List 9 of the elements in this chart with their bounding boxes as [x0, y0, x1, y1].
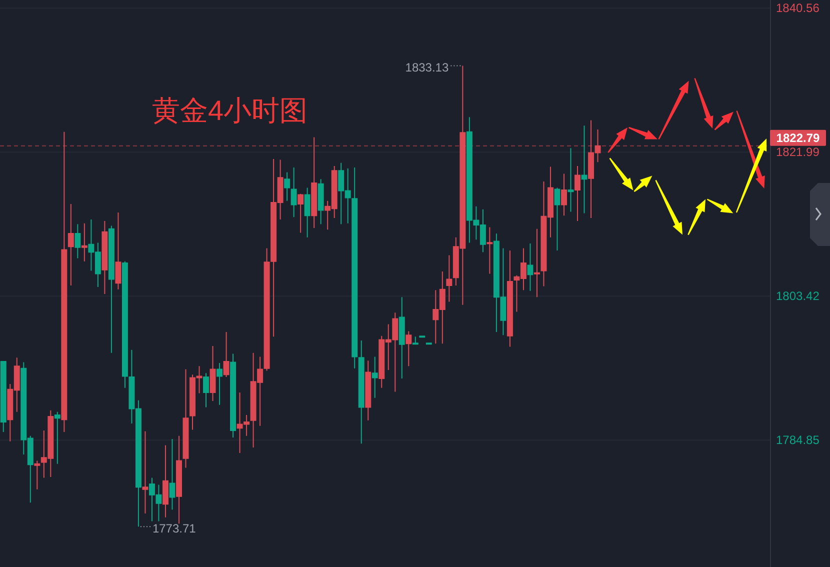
y-tick-label: 1840.56 [776, 1, 820, 16]
y-tick-label: 1803.42 [776, 289, 820, 304]
y-tick-label: 1821.99 [776, 145, 820, 160]
ref-line-label: 1822.79 [776, 130, 820, 145]
y-tick-label: 1784.85 [776, 433, 820, 448]
ref-line-label: 1822.79 [770, 130, 826, 146]
annotation: 1833.13 [405, 60, 449, 75]
title: 黄金4小时图 [152, 95, 308, 126]
annotation: 1773.71 [152, 522, 196, 536]
